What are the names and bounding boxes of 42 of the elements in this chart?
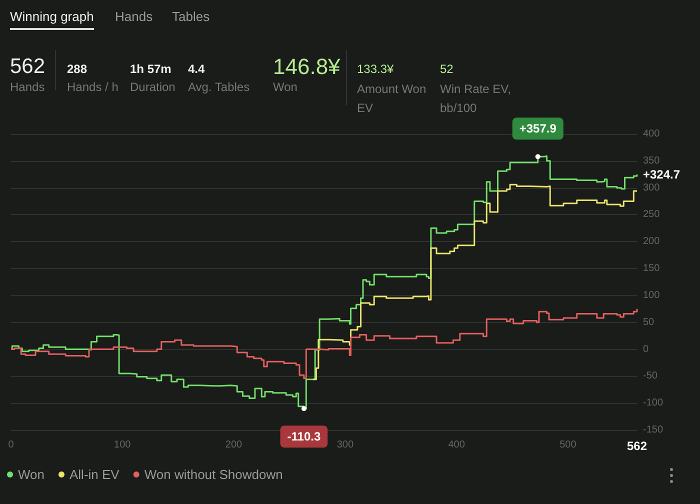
y-tick-label: -100 [643, 398, 664, 409]
y-tick-label: 400 [643, 128, 660, 140]
y-tick-label: 150 [643, 263, 660, 274]
text: Tables [172, 9, 210, 24]
text: 562 [10, 55, 46, 79]
text: Won [273, 80, 298, 94]
text: 146.8¥ [273, 54, 340, 80]
text: Amount Won EV [357, 81, 428, 117]
text: 52 [440, 62, 454, 76]
legend-label: All-in EV [69, 467, 120, 482]
y-tick-label: 300 [643, 182, 660, 194]
annotation: +324.7 [643, 168, 680, 182]
y-tick-label: 200 [643, 236, 660, 248]
text: Hands / h [67, 80, 118, 94]
text: 288 [67, 62, 88, 76]
text: Winning graph [10, 9, 94, 30]
y-tick-label: 100 [643, 290, 660, 301]
x-tick-label: 300 [336, 440, 354, 450]
annotation: -110.3 [287, 430, 321, 444]
text: Avg. Tables [188, 80, 250, 94]
text: 1h 57m [130, 62, 172, 76]
text: Win Rate EV, bb/100 [440, 81, 512, 117]
x-tick-label: 0 [8, 440, 14, 450]
legend-label: Won without Showdown [144, 467, 283, 482]
text: Duration [130, 80, 176, 94]
legend-label: Won [18, 467, 44, 482]
x-tick-label: 562 [626, 439, 648, 453]
x-tick-label: 400 [448, 440, 466, 450]
y-tick-label: -50 [643, 370, 658, 382]
y-tick-label: 350 [643, 155, 660, 166]
annotation: +357.9 [519, 122, 557, 136]
text: 133.3¥ [357, 62, 394, 76]
x-tick-label: 500 [560, 440, 577, 450]
text: 4.4 [188, 62, 205, 76]
y-tick-label: -150 [643, 424, 664, 436]
text: Hands [10, 80, 45, 94]
y-tick-label: 0 [643, 344, 649, 355]
x-tick-label: 100 [114, 440, 132, 450]
y-tick-label: 50 [643, 316, 655, 328]
y-tick-label: 250 [643, 209, 660, 220]
text: Hands [115, 9, 153, 24]
x-tick-label: 200 [225, 440, 243, 450]
